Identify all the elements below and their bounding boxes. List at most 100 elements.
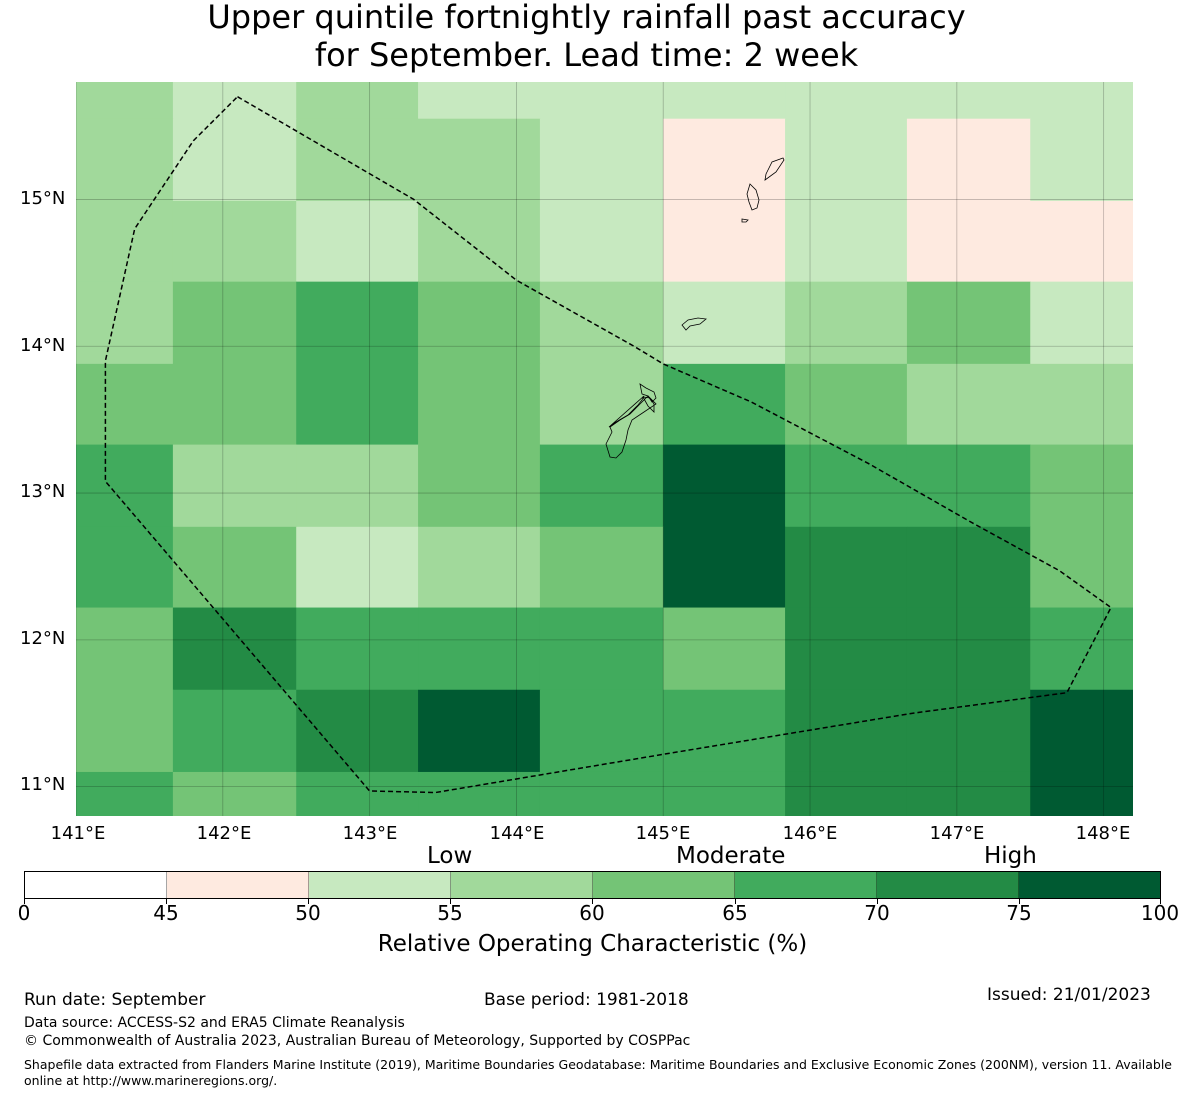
category-moderate: Moderate — [676, 843, 786, 869]
roc-cell — [296, 82, 419, 120]
roc-cell — [906, 82, 1031, 120]
roc-cell — [539, 771, 664, 816]
roc-cell — [906, 363, 1031, 446]
roc-cell — [906, 444, 1031, 528]
colorbar-segment-45-50 — [167, 872, 309, 898]
roc-cell — [663, 200, 786, 283]
roc-cell — [76, 281, 174, 365]
roc-cell — [785, 281, 908, 365]
lat-label-11: 11°N — [20, 774, 66, 795]
roc-cell — [906, 118, 1031, 202]
roc-cell — [296, 526, 419, 609]
roc-cell — [418, 689, 541, 773]
colorbar-tick-75: 75 — [1006, 901, 1032, 925]
roc-cell — [296, 363, 419, 446]
data-source: Data source: ACCESS-S2 and ERA5 Climate … — [24, 1015, 405, 1031]
island-rota — [681, 317, 707, 331]
copyright: © Commonwealth of Australia 2023, Austra… — [24, 1033, 691, 1049]
lat-label-15: 15°N — [20, 188, 66, 209]
lat-label-13: 13°N — [20, 481, 66, 502]
roc-cell — [539, 200, 664, 283]
island-tinian — [746, 183, 760, 211]
roc-cell — [906, 281, 1031, 365]
lon-label-142: 142°E — [196, 823, 252, 844]
roc-cell — [76, 363, 174, 446]
roc-cell — [296, 281, 419, 365]
roc-cell — [785, 118, 908, 202]
roc-cell — [1030, 526, 1133, 609]
roc-cell — [785, 200, 908, 283]
roc-cell — [1030, 200, 1133, 283]
roc-cell — [418, 82, 541, 120]
roc-map-svg — [76, 82, 1133, 816]
roc-cell — [76, 526, 174, 609]
roc-cell — [296, 771, 419, 816]
colorbar-tickmark — [592, 899, 593, 904]
roc-cell — [172, 281, 297, 365]
colorbar-tickmark — [308, 899, 309, 904]
roc-cell — [785, 771, 908, 816]
roc-cell — [785, 82, 908, 120]
run-date: Run date: September — [24, 990, 206, 1010]
roc-map — [76, 82, 1133, 816]
roc-cell — [1030, 607, 1133, 691]
roc-cell — [296, 444, 419, 528]
roc-cell — [1030, 82, 1133, 120]
roc-cell — [76, 771, 174, 816]
colorbar-tick-0: 0 — [17, 901, 31, 925]
roc-cell — [663, 281, 786, 365]
roc-cell — [663, 607, 786, 691]
colorbar-tickmark — [1019, 899, 1020, 904]
roc-cell — [785, 444, 908, 528]
roc-cell — [172, 607, 297, 691]
roc-cell — [418, 607, 541, 691]
shapefile-credit: Shapefile data extracted from Flanders M… — [24, 1057, 1172, 1088]
roc-cell — [539, 607, 664, 691]
roc-cell — [418, 118, 541, 202]
colorbar-tick-60: 60 — [579, 901, 605, 925]
roc-cell — [785, 526, 908, 609]
roc-cell — [1030, 771, 1133, 816]
roc-cell — [663, 363, 786, 446]
roc-cell — [663, 689, 786, 773]
roc-cell — [172, 200, 297, 283]
island-saipan — [764, 157, 785, 181]
colorbar-tick-65: 65 — [722, 901, 748, 925]
roc-cell — [172, 118, 297, 202]
roc-cell — [663, 444, 786, 528]
roc-cell — [539, 689, 664, 773]
roc-cell — [296, 689, 419, 773]
colorbar-segment-65-70 — [735, 872, 877, 898]
colorbar — [24, 871, 1161, 899]
roc-cell — [663, 771, 786, 816]
roc-cell — [76, 607, 174, 691]
roc-cell — [1030, 689, 1133, 773]
colorbar-segment-70-75 — [877, 872, 1019, 898]
roc-cell — [172, 771, 297, 816]
chart-title-line-2: for September. Lead time: 2 week — [314, 36, 859, 74]
roc-cell — [418, 281, 541, 365]
roc-cell — [663, 526, 786, 609]
roc-cell — [172, 444, 297, 528]
roc-cell — [906, 607, 1031, 691]
colorbar-tickmark — [166, 899, 167, 904]
roc-cell — [418, 444, 541, 528]
roc-cell — [296, 200, 419, 283]
roc-cell — [785, 363, 908, 446]
roc-cell — [1030, 363, 1133, 446]
roc-cell — [418, 526, 541, 609]
colorbar-tickmark — [24, 899, 25, 904]
colorbar-tickmark — [1160, 899, 1161, 904]
colorbar-segment-60-65 — [593, 872, 735, 898]
lon-label-148: 148°E — [1075, 823, 1131, 844]
colorbar-label: Relative Operating Characteristic (%) — [377, 931, 808, 957]
roc-cell — [906, 771, 1031, 816]
roc-cell — [172, 82, 297, 120]
colorbar-segment-0-45 — [25, 872, 167, 898]
roc-cell — [172, 689, 297, 773]
roc-cell — [785, 607, 908, 691]
roc-cell — [1030, 444, 1133, 528]
colorbar-segment-55-60 — [451, 872, 593, 898]
lon-label-146: 146°E — [782, 823, 838, 844]
island-guam-outline — [605, 395, 657, 459]
